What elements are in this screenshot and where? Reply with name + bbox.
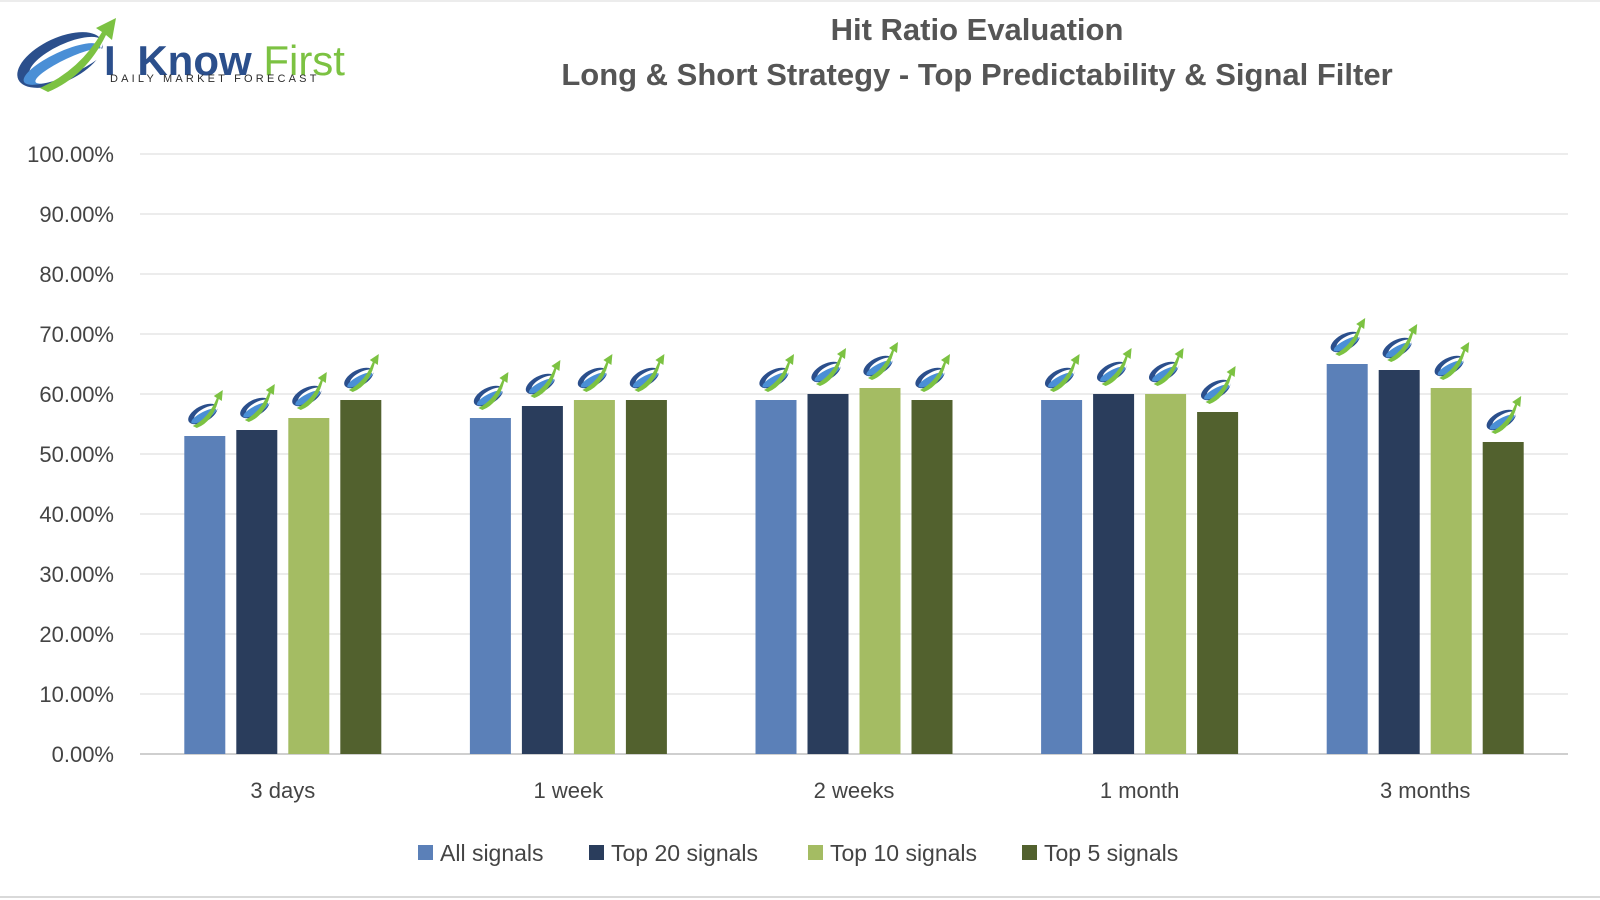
logo-swoosh-icon bbox=[1486, 396, 1522, 434]
legend: All signals Top 20 signals Top 10 signals T… bbox=[418, 840, 1178, 866]
y-tick-label: 50.00% bbox=[39, 442, 114, 467]
y-tick-label: 40.00% bbox=[39, 502, 114, 527]
bar bbox=[1197, 412, 1239, 754]
legend-swatch bbox=[418, 845, 433, 860]
logo-swoosh-icon bbox=[577, 354, 613, 392]
x-category-label: 1 week bbox=[534, 778, 605, 803]
x-category-label: 1 month bbox=[1100, 778, 1180, 803]
bar bbox=[1378, 370, 1420, 754]
y-tick-label: 60.00% bbox=[39, 382, 114, 407]
x-axis-labels: 3 days 1 week 2 weeks 1 month 3 months bbox=[250, 778, 1470, 803]
logo-swoosh-icon bbox=[292, 372, 327, 410]
legend-label: All signals bbox=[440, 840, 544, 866]
logo-swoosh-icon bbox=[1096, 348, 1132, 386]
bar bbox=[625, 400, 667, 754]
logo-swoosh-icon bbox=[1148, 348, 1184, 386]
bar bbox=[859, 388, 901, 754]
y-tick-label: 90.00% bbox=[39, 202, 114, 227]
bar bbox=[1041, 400, 1083, 754]
brand-logo: I Know First Daily Market Forecast bbox=[17, 18, 345, 92]
logo-swoosh-icon bbox=[1382, 324, 1418, 362]
legend-label: Top 5 signals bbox=[1044, 840, 1178, 866]
legend-swatch bbox=[589, 845, 604, 860]
y-axis-ticks: 0.00% 10.00% 20.00% 30.00% 40.00% 50.00% 60.00… bbox=[27, 142, 114, 767]
logo-swoosh-icon bbox=[240, 384, 275, 422]
logo-swoosh-icon bbox=[1200, 366, 1236, 404]
logo-swoosh-icon bbox=[1044, 354, 1080, 392]
y-tick-label: 10.00% bbox=[39, 682, 114, 707]
logo-swoosh-icon bbox=[17, 18, 116, 92]
logo-swoosh-icon bbox=[473, 372, 509, 410]
bar bbox=[1430, 388, 1472, 754]
bar-series bbox=[184, 364, 1524, 754]
bar bbox=[184, 436, 226, 754]
bar bbox=[469, 418, 511, 754]
y-tick-label: 70.00% bbox=[39, 322, 114, 347]
bar bbox=[807, 394, 849, 754]
logo-wordmark: I Know First bbox=[104, 37, 345, 84]
chart-subtitle: Long & Short Strategy - Top Predictabili… bbox=[561, 57, 1392, 92]
legend-label: Top 20 signals bbox=[611, 840, 758, 866]
x-category-label: 3 months bbox=[1380, 778, 1471, 803]
x-category-label: 2 weeks bbox=[814, 778, 895, 803]
x-category-label: 3 days bbox=[250, 778, 315, 803]
bar bbox=[1145, 394, 1187, 754]
bar bbox=[340, 400, 382, 754]
y-tick-label: 100.00% bbox=[27, 142, 114, 167]
y-tick-label: 30.00% bbox=[39, 562, 114, 587]
bar bbox=[573, 400, 615, 754]
logo-swoosh-icon bbox=[811, 348, 846, 386]
y-tick-label: 80.00% bbox=[39, 262, 114, 287]
bar bbox=[288, 418, 330, 754]
bar bbox=[236, 430, 278, 754]
y-tick-label: 0.00% bbox=[52, 742, 114, 767]
chart-title: Hit Ratio Evaluation bbox=[831, 12, 1124, 47]
bar bbox=[1482, 442, 1524, 754]
logo-swoosh-icon bbox=[1434, 342, 1470, 380]
bar bbox=[521, 406, 563, 754]
bar bbox=[1093, 394, 1135, 754]
logo-swoosh-icon bbox=[188, 390, 223, 428]
logo-swoosh-icon bbox=[629, 354, 665, 392]
legend-label: Top 10 signals bbox=[830, 840, 977, 866]
y-tick-label: 20.00% bbox=[39, 622, 114, 647]
logo-word-know: Know bbox=[137, 37, 252, 84]
logo-word-i: I bbox=[104, 37, 116, 84]
logo-tagline: Daily Market Forecast bbox=[110, 73, 320, 85]
logo-word-first: First bbox=[263, 37, 345, 84]
bar bbox=[1326, 364, 1368, 754]
logo-swoosh-icon bbox=[525, 360, 561, 398]
logo-swoosh-icon bbox=[759, 354, 794, 392]
logo-swoosh-icon bbox=[344, 354, 379, 392]
logo-swoosh-icon bbox=[915, 354, 950, 392]
legend-swatch bbox=[1022, 845, 1037, 860]
legend-swatch bbox=[808, 845, 823, 860]
bar bbox=[911, 400, 953, 754]
bar-markers bbox=[188, 318, 1522, 434]
logo-swoosh-icon bbox=[1330, 318, 1366, 356]
logo-swoosh-icon bbox=[863, 342, 898, 380]
bar bbox=[755, 400, 797, 754]
